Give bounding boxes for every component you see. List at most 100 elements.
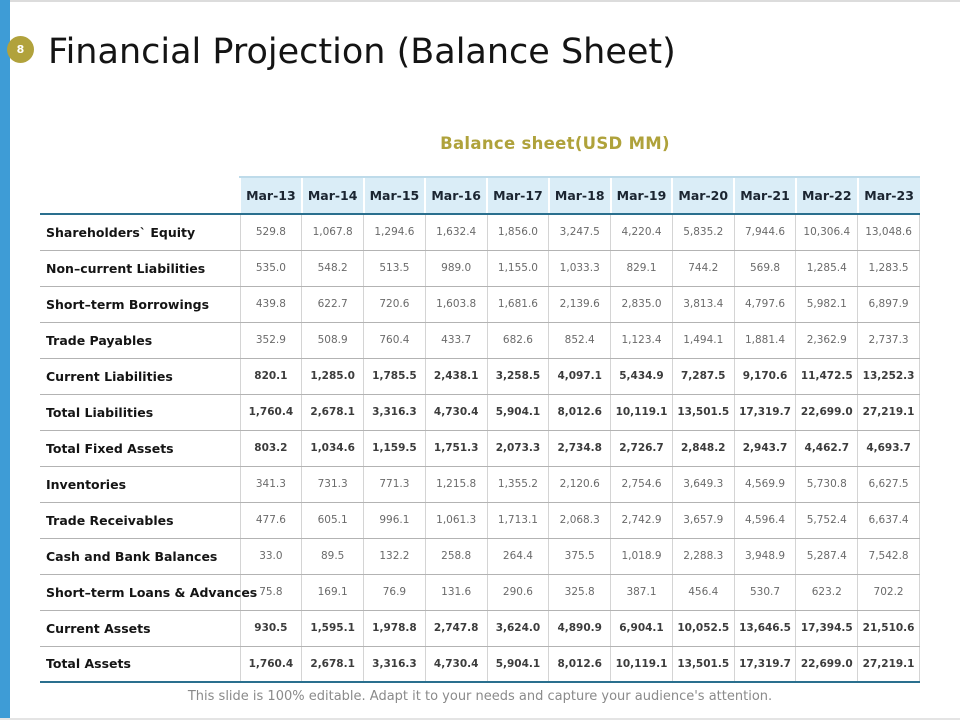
cell-value: 4,797.6 xyxy=(733,286,796,323)
row-label: Shareholders` Equity xyxy=(40,214,240,251)
cell-value: 3,624.0 xyxy=(486,610,549,647)
cell-value: 439.8 xyxy=(239,286,302,323)
table-row: Inventories 341.3 731.3 771.3 1,215.8 1,355.2… xyxy=(40,466,920,503)
cell-value: 1,785.5 xyxy=(363,358,426,395)
row-label: Trade Payables xyxy=(40,322,240,359)
cell-value: 10,306.4 xyxy=(795,214,858,251)
table-row: Total Assets 1,760.4 2,678.1 3,316.3 4,730.4… xyxy=(40,646,920,683)
cell-value: 803.2 xyxy=(239,430,302,467)
table-body: Shareholders` Equity 529.8 1,067.8 1,294.6 1… xyxy=(40,214,920,683)
cell-value: 2,742.9 xyxy=(610,502,673,539)
cell-value: 3,247.5 xyxy=(548,214,611,251)
cell-value: 930.5 xyxy=(239,610,302,647)
cell-value: 341.3 xyxy=(239,466,302,503)
table-row: Current Liabilities 820.1 1,285.0 1,785.5 2,… xyxy=(40,358,920,395)
balance-sheet-table: Mar-13 Mar-14 Mar-15 Mar-16 Mar-17 Mar-18 Mar-… xyxy=(40,176,920,683)
row-label: Current Assets xyxy=(40,610,240,647)
table-row: Trade Receivables 477.6 605.1 996.1 1,061.3 1… xyxy=(40,502,920,539)
cell-value: 1,751.3 xyxy=(424,430,488,467)
row-label: Total Assets xyxy=(40,646,240,683)
cell-value: 2,068.3 xyxy=(548,502,611,539)
table-row: Short–term Loans & Advances 75.8 169.1 76.9… xyxy=(40,574,920,611)
cell-value: 1,494.1 xyxy=(671,322,735,359)
cell-value: 1,978.8 xyxy=(363,610,426,647)
cell-value: 290.6 xyxy=(486,574,549,611)
cell-value: 89.5 xyxy=(301,538,364,575)
cell-value: 529.8 xyxy=(239,214,302,251)
table-title: Balance sheet(USD MM) xyxy=(440,134,670,153)
cell-value: 264.4 xyxy=(486,538,549,575)
cell-value: 6,637.4 xyxy=(857,502,920,539)
cell-value: 10,052.5 xyxy=(671,610,735,647)
cell-value: 76.9 xyxy=(363,574,426,611)
row-label: Total Fixed Assets xyxy=(40,430,240,467)
cell-value: 17,319.7 xyxy=(733,646,796,683)
cell-value: 2,678.1 xyxy=(301,646,364,683)
column-header-mar-13: Mar-13 xyxy=(239,176,302,215)
cell-value: 6,627.5 xyxy=(857,466,920,503)
table-row: Total Fixed Assets 803.2 1,034.6 1,159.5 1,7… xyxy=(40,430,920,467)
cell-value: 829.1 xyxy=(610,250,673,287)
page-number: 8 xyxy=(16,43,25,56)
column-header-mar-16: Mar-16 xyxy=(424,176,488,215)
row-label: Short–term Borrowings xyxy=(40,286,240,323)
cell-value: 5,835.2 xyxy=(671,214,735,251)
cell-value: 4,569.9 xyxy=(733,466,796,503)
table-row: Non–current Liabilities 535.0 548.2 513.5 98… xyxy=(40,250,920,287)
table-row: Cash and Bank Balances 33.0 89.5 132.2 258.8… xyxy=(40,538,920,575)
cell-value: 352.9 xyxy=(239,322,302,359)
cell-value: 530.7 xyxy=(733,574,796,611)
cell-value: 7,542.8 xyxy=(857,538,920,575)
cell-value: 387.1 xyxy=(610,574,673,611)
table-header: Mar-13 Mar-14 Mar-15 Mar-16 Mar-17 Mar-18 Mar-… xyxy=(40,176,920,215)
cell-value: 375.5 xyxy=(548,538,611,575)
cell-value: 2,754.6 xyxy=(610,466,673,503)
cell-value: 4,730.4 xyxy=(424,394,488,431)
cell-value: 5,982.1 xyxy=(795,286,858,323)
cell-value: 169.1 xyxy=(301,574,364,611)
cell-value: 1,123.4 xyxy=(610,322,673,359)
cell-value: 4,097.1 xyxy=(548,358,611,395)
footer-note: This slide is 100% editable. Adapt it to… xyxy=(187,689,773,704)
cell-value: 1,632.4 xyxy=(424,214,488,251)
row-label: Inventories xyxy=(40,466,240,503)
cell-value: 2,073.3 xyxy=(486,430,549,467)
cell-value: 7,287.5 xyxy=(671,358,735,395)
cell-value: 771.3 xyxy=(363,466,426,503)
cell-value: 1,595.1 xyxy=(301,610,364,647)
cell-value: 27,219.1 xyxy=(857,394,920,431)
cell-value: 8,012.6 xyxy=(548,646,611,683)
cell-value: 996.1 xyxy=(363,502,426,539)
cell-value: 5,904.1 xyxy=(486,394,549,431)
cell-value: 1,294.6 xyxy=(363,214,426,251)
cell-value: 1,285.0 xyxy=(301,358,364,395)
cell-value: 2,139.6 xyxy=(548,286,611,323)
cell-value: 731.3 xyxy=(301,466,364,503)
cell-value: 508.9 xyxy=(301,322,364,359)
row-label: Total Liabilities xyxy=(40,394,240,431)
cell-value: 1,155.0 xyxy=(486,250,549,287)
column-header-mar-14: Mar-14 xyxy=(300,176,364,215)
cell-value: 7,944.6 xyxy=(733,214,796,251)
cell-value: 4,462.7 xyxy=(795,430,858,467)
column-header-mar-15: Mar-15 xyxy=(362,176,426,215)
cell-value: 720.6 xyxy=(363,286,426,323)
cell-value: 1,881.4 xyxy=(733,322,796,359)
cell-value: 6,904.1 xyxy=(610,610,673,647)
cell-value: 75.8 xyxy=(239,574,302,611)
cell-value: 22,699.0 xyxy=(795,646,858,683)
table-row: Shareholders` Equity 529.8 1,067.8 1,294.6 1… xyxy=(40,214,920,251)
cell-value: 2,120.6 xyxy=(548,466,611,503)
cell-value: 456.4 xyxy=(671,574,735,611)
cell-value: 1,215.8 xyxy=(424,466,488,503)
cell-value: 10,119.1 xyxy=(610,394,673,431)
cell-value: 1,034.6 xyxy=(301,430,364,467)
cell-value: 5,434.9 xyxy=(610,358,673,395)
cell-value: 2,734.8 xyxy=(548,430,611,467)
cell-value: 2,747.8 xyxy=(424,610,488,647)
cell-value: 2,438.1 xyxy=(424,358,488,395)
table-row: Trade Payables 352.9 508.9 760.4 433.7 682.6 8… xyxy=(40,322,920,359)
cell-value: 5,287.4 xyxy=(795,538,858,575)
cell-value: 3,948.9 xyxy=(733,538,796,575)
cell-value: 325.8 xyxy=(548,574,611,611)
